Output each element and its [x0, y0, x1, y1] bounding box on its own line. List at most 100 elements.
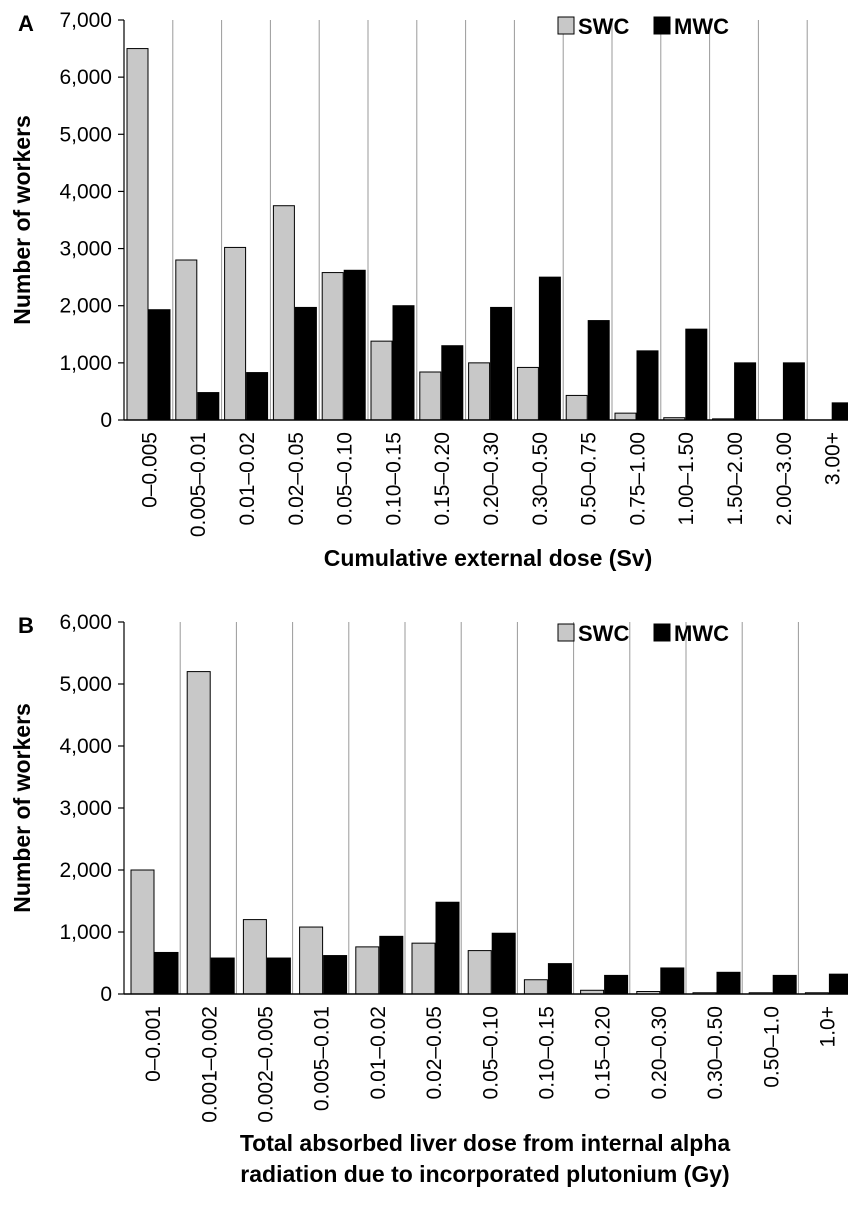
bar-swc	[419, 371, 442, 421]
x-tick-label: 0.30–0.50	[529, 432, 552, 525]
x-tick-label: 0.30–0.50	[704, 1006, 727, 1099]
bar-mwc	[323, 955, 348, 995]
bar-mwc	[604, 974, 629, 995]
legend: SWC MWC	[557, 621, 729, 646]
bar-mwc	[210, 957, 235, 995]
bar-swc	[175, 259, 198, 421]
bar-mwc	[266, 957, 291, 995]
x-tick-label: 0.20–0.30	[648, 1006, 671, 1099]
legend-label-mwc: MWC	[674, 621, 729, 646]
x-tick-label: 0.01–0.02	[367, 1006, 390, 1099]
y-tick-label: 1,000	[59, 352, 112, 375]
bar-swc	[299, 926, 324, 995]
chart-panel-a: A 0 1,000 2,000 3,000 4,000 5,000 6,000 7,000 0–0…	[9, 9, 848, 571]
x-tick-label: 0.005–0.01	[311, 1006, 334, 1111]
x-tick-label: 0.50–0.75	[578, 432, 601, 525]
x-tick-label: 0.75–1.00	[626, 432, 649, 525]
bar-mwc	[660, 967, 685, 995]
bar-swc	[242, 919, 267, 995]
bar-mwc	[636, 350, 659, 421]
x-tick-label: 1.50–2.00	[724, 432, 747, 525]
bar-mwc	[831, 402, 848, 421]
x-tick-label: 0.05–0.10	[334, 432, 357, 525]
bar-mwc	[435, 901, 460, 995]
bar-mwc	[392, 305, 415, 421]
y-tick-label: 2,000	[59, 295, 112, 318]
x-tick-label: 0.15–0.20	[592, 1006, 615, 1099]
bar-mwc	[490, 306, 513, 421]
x-tick-label: 0–0.005	[138, 432, 161, 508]
legend-swatch-swc	[557, 623, 575, 642]
legend-swatch-swc	[557, 16, 575, 35]
bar-mwc	[294, 306, 317, 421]
panel-letter: A	[18, 11, 34, 36]
bar-mwc	[148, 309, 171, 421]
bar-mwc	[828, 973, 848, 995]
y-tick-label: 7,000	[59, 9, 112, 32]
x-tick-label: 0.001–0.002	[198, 1006, 221, 1123]
x-tick-label: 0.50–1.0	[760, 1006, 783, 1088]
bar-mwc	[685, 328, 708, 421]
legend-label-swc: SWC	[578, 621, 629, 646]
y-axis-title: Number of workers	[9, 115, 35, 325]
legend-label-swc: SWC	[578, 14, 629, 39]
bar-mwc	[734, 362, 757, 421]
bar-swc	[370, 340, 393, 421]
x-tick-label: 0–0.001	[142, 1006, 165, 1082]
bar-swc	[272, 205, 295, 421]
x-tick-label: 0.005–0.01	[187, 432, 210, 537]
x-tick-label: 0.10–0.15	[536, 1006, 559, 1099]
bar-mwc	[197, 392, 220, 421]
bar-mwc	[154, 951, 179, 995]
bar-mwc	[772, 974, 797, 995]
x-tick-label: 0.20–0.30	[480, 432, 503, 525]
bar-swc	[523, 979, 548, 995]
legend-label-mwc: MWC	[674, 14, 729, 39]
x-tick-label: 0.05–0.10	[479, 1006, 502, 1099]
y-tick-label: 5,000	[59, 123, 112, 146]
x-axis-title: Total absorbed liver dose from internal …	[240, 1130, 731, 1156]
bar-swc	[126, 48, 149, 421]
x-tick-label: 1.0+	[817, 1006, 840, 1047]
x-tick-label: 0.02–0.05	[423, 1006, 446, 1099]
bar-mwc	[587, 320, 610, 421]
bar-swc	[224, 246, 247, 421]
y-tick-label: 4,000	[59, 735, 112, 758]
bar-mwc	[716, 971, 741, 995]
bar-mwc	[782, 362, 805, 421]
bar-mwc	[246, 372, 269, 421]
legend-swatch-mwc	[653, 16, 671, 35]
x-tick-label: 0.10–0.15	[382, 432, 405, 525]
x-tick-label: 2.00–3.00	[773, 432, 796, 525]
x-tick-label: 1.00–1.50	[675, 432, 698, 525]
bar-swc	[516, 366, 539, 421]
y-tick-label: 1,000	[59, 921, 112, 944]
bar-swc	[614, 412, 637, 421]
x-tick-label: 0.02–0.05	[285, 432, 308, 525]
panel-letter: B	[18, 613, 34, 638]
chart-panel-b: B 0 1,000 2,000 3,000 4,000 5,000 6,000 0–0.001 0…	[9, 611, 848, 1187]
bar-mwc	[491, 932, 516, 995]
x-tick-label: 0.15–0.20	[431, 432, 454, 525]
x-tick-label: 0.002–0.005	[255, 1006, 278, 1123]
y-axis-title: Number of workers	[9, 703, 35, 913]
bar-swc	[467, 950, 492, 995]
y-tick-label: 0	[100, 409, 112, 432]
bar-swc	[468, 362, 491, 421]
legend-swatch-mwc	[653, 623, 671, 642]
bar-mwc	[343, 269, 366, 421]
x-tick-label: 3.00+	[822, 432, 845, 485]
y-tick-label: 2,000	[59, 859, 112, 882]
y-tick-label: 6,000	[59, 611, 112, 634]
bar-swc	[186, 671, 211, 995]
bar-swc	[411, 942, 436, 995]
bar-swc	[355, 946, 380, 995]
bar-mwc	[547, 963, 572, 995]
legend: SWC MWC	[557, 14, 729, 39]
y-tick-label: 3,000	[59, 238, 112, 261]
bar-mwc	[379, 935, 404, 995]
bar-swc	[565, 394, 588, 421]
y-tick-label: 4,000	[59, 180, 112, 203]
y-tick-label: 0	[100, 983, 112, 1006]
